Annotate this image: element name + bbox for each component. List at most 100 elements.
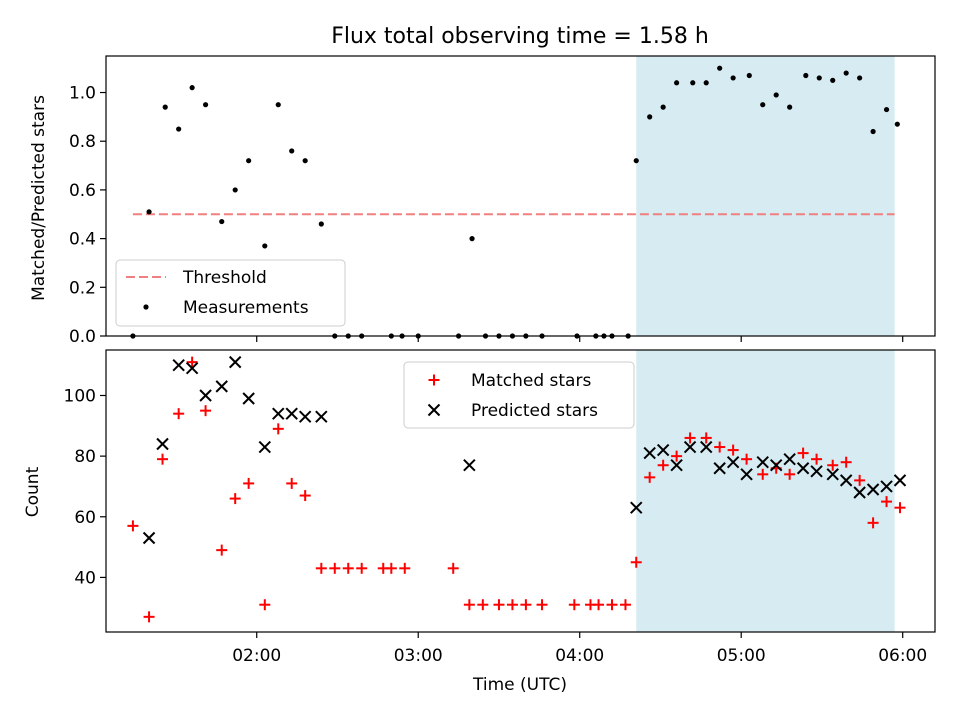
predicted-point — [826, 468, 839, 481]
count-y-ticks: 40 60 80 100 — [64, 386, 106, 588]
count-x-ticks: 02:00 03:00 04:00 05:00 06:00 — [232, 632, 927, 666]
count-legend: Matched stars Predicted stars — [403, 361, 635, 429]
matched-point — [797, 447, 809, 459]
matched-point — [477, 599, 489, 611]
predicted-point-b — [700, 440, 713, 454]
measurement-point — [760, 102, 766, 108]
measurement-point — [894, 121, 900, 127]
matched-point — [329, 562, 341, 574]
matched-point — [186, 356, 198, 368]
matched-point — [143, 611, 155, 623]
count-marks — [127, 355, 907, 623]
measurement-point — [302, 158, 308, 164]
legend-measurements-label: Measurements — [183, 298, 309, 318]
matched-point — [520, 599, 532, 611]
matched-point — [173, 408, 185, 420]
predicted-point — [880, 480, 893, 493]
matched-point — [157, 453, 169, 465]
matched-point — [827, 459, 839, 471]
predicted-point — [839, 474, 853, 487]
predicted-point — [713, 462, 726, 475]
predicted-point — [866, 483, 880, 496]
matched-point — [881, 496, 893, 508]
count-axes-frame — [105, 349, 936, 633]
y-tick-label: 0.8 — [69, 132, 96, 152]
predicted-point — [185, 361, 199, 375]
predicted-point — [285, 407, 298, 420]
measurement-point — [176, 126, 182, 132]
matched-point — [757, 468, 769, 480]
legend-matched-label: Matched stars — [471, 371, 591, 391]
ratio-x-ticks — [256, 336, 904, 342]
matched-point — [684, 432, 696, 444]
predicted-point — [258, 440, 272, 454]
predicted-point-b — [185, 361, 199, 375]
x-tick-label: 06:00 — [878, 646, 927, 666]
matched-point — [286, 477, 298, 489]
predicted-point — [215, 380, 228, 393]
predicted-point-b — [215, 380, 228, 393]
matched-point — [200, 405, 212, 417]
predicted-point-b — [893, 474, 907, 487]
matched-point — [536, 599, 548, 611]
matched-point — [894, 502, 906, 514]
y-tick-label: 0.0 — [69, 327, 96, 347]
matched-point — [399, 562, 411, 574]
predicted-point-b — [228, 355, 242, 369]
measurement-point — [717, 65, 723, 71]
matched-point — [784, 468, 796, 480]
predicted-point-b — [285, 407, 298, 420]
matched-point — [619, 599, 631, 611]
measurement-point — [232, 187, 238, 193]
predicted-point — [783, 452, 796, 466]
matched-point — [644, 471, 656, 483]
measurement-point — [773, 92, 779, 98]
measurement-point — [830, 77, 836, 83]
matched-point — [700, 432, 712, 444]
predicted-point-b — [769, 459, 783, 472]
measurement-point — [275, 102, 281, 108]
predicted-point — [172, 358, 185, 372]
matched-point — [630, 556, 642, 568]
ratio-axes-frame — [105, 55, 936, 337]
matched-point — [811, 453, 823, 465]
legend-predicted-mark-b — [427, 403, 441, 417]
predicted-point-b — [656, 443, 670, 457]
matched-point — [447, 562, 459, 574]
figure-title: Flux total observing time = 1.58 h — [331, 24, 709, 49]
predicted-point-b — [172, 358, 185, 372]
legend-matched-swatch — [428, 374, 440, 386]
measurement-point — [246, 158, 252, 164]
predicted-point-b — [199, 389, 212, 402]
matched-point — [259, 599, 271, 611]
measurement-point — [146, 209, 152, 215]
measurement-point — [690, 80, 696, 86]
measurement-point — [674, 80, 680, 86]
x-tick-label: 04:00 — [555, 646, 604, 666]
predicted-point — [893, 474, 907, 487]
predicted-point-b — [242, 392, 255, 405]
y-tick-label: 60 — [74, 508, 96, 528]
x-tick-label: 03:00 — [394, 646, 443, 666]
x-tick-label: 05:00 — [717, 646, 766, 666]
matched-point — [593, 599, 605, 611]
ratio-y-label: Matched/Predicted stars — [29, 95, 49, 301]
measurement-point — [883, 106, 890, 113]
measurement-point — [647, 114, 653, 120]
measurement-point — [318, 221, 324, 227]
legend-predicted-mark — [427, 403, 441, 417]
measurement-point — [870, 128, 876, 135]
matched-point — [272, 423, 284, 435]
matched-point — [299, 490, 311, 502]
predicted-point-b — [826, 468, 839, 481]
matched-point — [854, 474, 866, 486]
predicted-point-b — [272, 407, 285, 420]
predicted-point-b — [713, 462, 726, 475]
predicted-point — [670, 459, 683, 472]
matched-point — [356, 562, 368, 574]
measurement-point — [633, 158, 639, 164]
predicted-point-b — [298, 410, 312, 423]
measurement-point — [746, 72, 752, 79]
y-tick-label: 80 — [74, 447, 96, 467]
predicted-point — [156, 437, 169, 451]
